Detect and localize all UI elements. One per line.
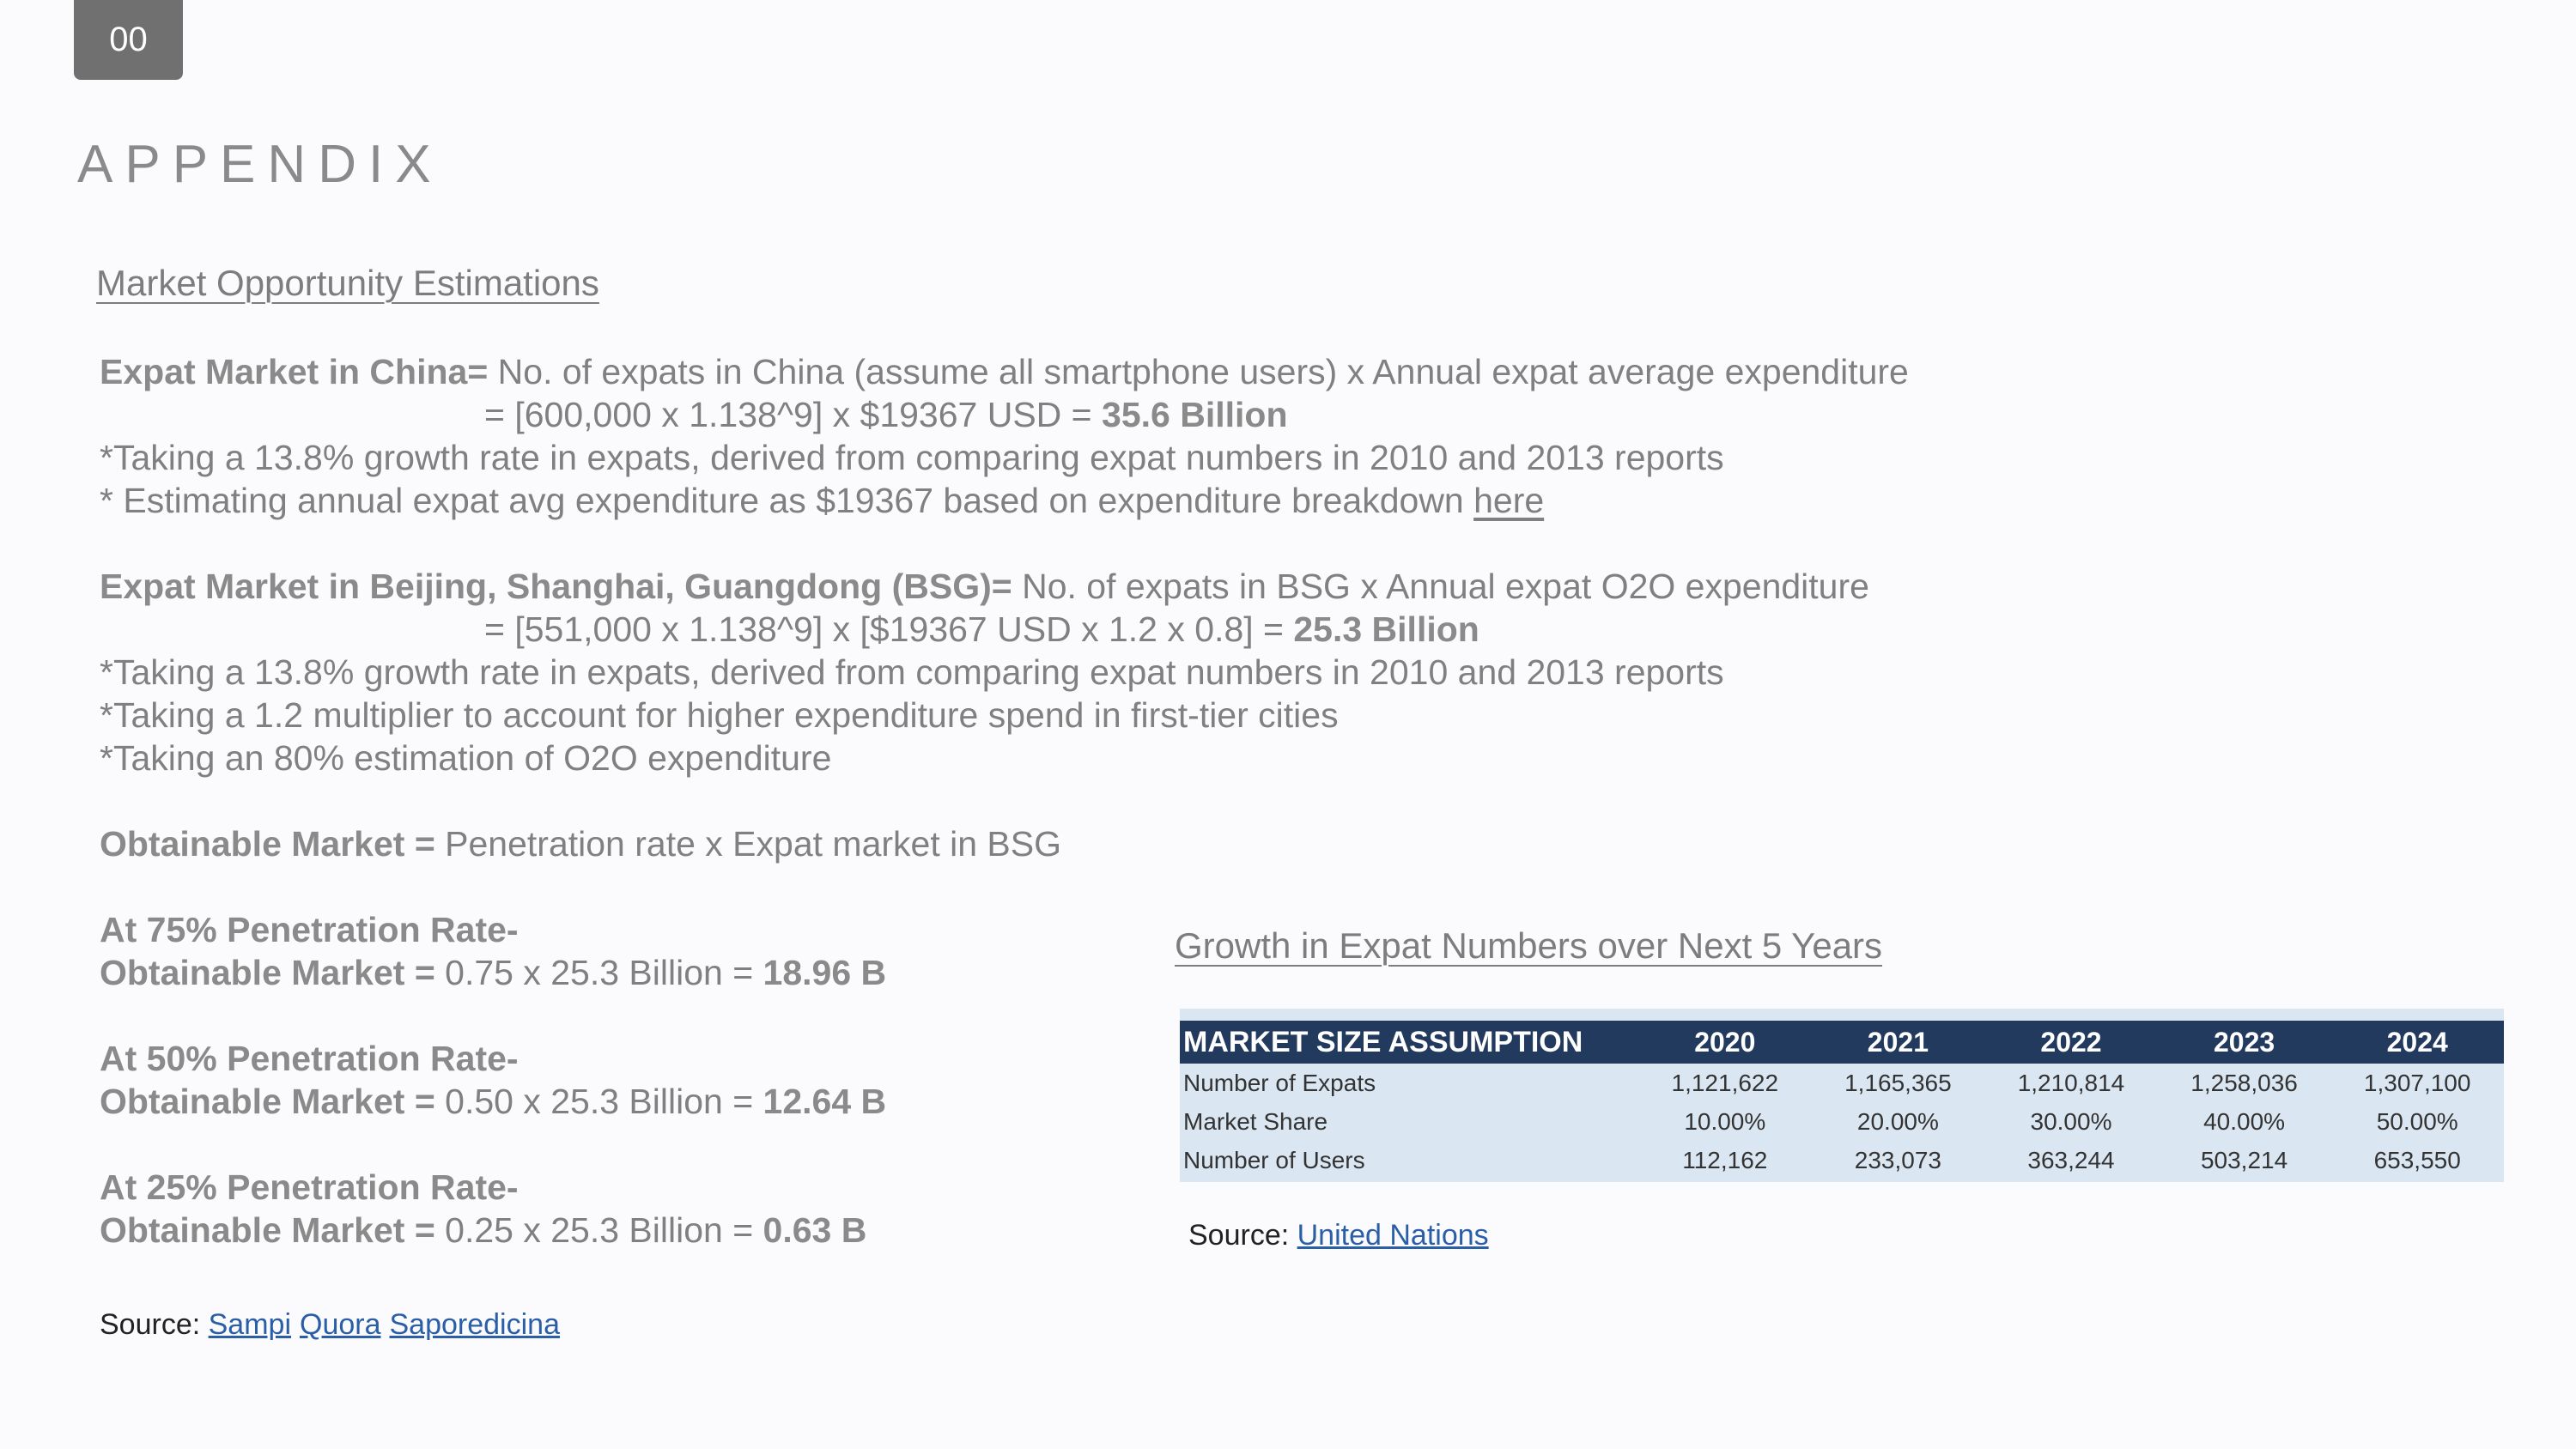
- table-cell: Market Share: [1183, 1107, 1328, 1135]
- table-cell: 233,073: [1854, 1146, 1941, 1173]
- obtainable-formula: Penetration rate x Expat market in BSG: [434, 824, 1061, 864]
- scenario-result: 12.64 B: [762, 1082, 887, 1121]
- growth-heading: Growth in Expat Numbers over Next 5 Year…: [1175, 925, 1883, 966]
- market-source: Source: Sampi Quora Saporedicina: [100, 1308, 568, 1342]
- bsg-result: 25.3 Billion: [1293, 609, 1479, 649]
- scenario-calc: 0.25 x 25.3 Billion =: [434, 1210, 763, 1250]
- scenario-25-rate: At 25% Penetration Rate-: [100, 1167, 519, 1208]
- china-result: 35.6 Billion: [1102, 395, 1288, 434]
- china-calc: = [600,000 x 1.138^9] x $19367 USD =: [484, 395, 1103, 434]
- table-cell: 30.00%: [2030, 1107, 2112, 1135]
- scenario-calc: 0.50 x 25.3 Billion =: [434, 1082, 763, 1121]
- scenario-label: Obtainable Market =: [100, 1210, 435, 1250]
- table-cell: 112,162: [1682, 1146, 1768, 1173]
- scenario-label: Obtainable Market =: [100, 1082, 435, 1121]
- bsg-formula-line: Expat Market in Beijing, Shanghai, Guang…: [100, 567, 1869, 607]
- scenario-calc: 0.75 x 25.3 Billion =: [434, 953, 763, 992]
- source-link-quora[interactable]: Quora: [300, 1308, 381, 1341]
- scenario-rate-label: At 75% Penetration Rate-: [100, 910, 519, 949]
- bsg-calc: = [551,000 x 1.138^9] x [$19367 USD x 1.…: [484, 609, 1294, 649]
- table-header-cell: 2021: [1867, 1026, 1929, 1058]
- scenario-75-calc: Obtainable Market = 0.75 x 25.3 Billion …: [100, 953, 886, 993]
- bsg-calc-line: = [551,000 x 1.138^9] x [$19367 USD x 1.…: [484, 609, 1479, 650]
- table-cell: 1,258,036: [2190, 1069, 2298, 1096]
- source-link-saporedicina[interactable]: Saporedicina: [389, 1308, 560, 1341]
- table-cell: 1,121,622: [1671, 1069, 1779, 1096]
- bsg-label: Expat Market in Beijing, Shanghai, Guang…: [100, 567, 1012, 606]
- scenario-result: 0.63 B: [762, 1210, 867, 1250]
- china-calc-line: = [600,000 x 1.138^9] x $19367 USD = 35.…: [484, 395, 1287, 435]
- scenario-result: 18.96 B: [762, 953, 887, 992]
- table-cell: 503,214: [2200, 1146, 2288, 1173]
- market-size-table: MARKET SIZE ASSUMPTION 2020 2021 2022 20…: [1180, 1009, 2504, 1182]
- scenario-rate-label: At 50% Penetration Rate-: [100, 1039, 519, 1078]
- source-link-united-nations[interactable]: United Nations: [1297, 1219, 1489, 1252]
- growth-source: Source: United Nations: [1188, 1219, 1498, 1252]
- bsg-formula: No. of expats in BSG x Annual expat O2O …: [1012, 567, 1869, 606]
- china-formula: No. of expats in China (assume all smart…: [488, 352, 1909, 391]
- china-note-2: * Estimating annual expat avg expenditur…: [100, 481, 1544, 521]
- scenario-50-rate: At 50% Penetration Rate-: [100, 1039, 519, 1079]
- table-cell: 653,550: [2373, 1146, 2461, 1173]
- china-formula-line: Expat Market in China= No. of expats in …: [100, 352, 1909, 392]
- scenario-25-calc: Obtainable Market = 0.25 x 25.3 Billion …: [100, 1210, 866, 1251]
- obtainable-formula-line: Obtainable Market = Penetration rate x E…: [100, 824, 1061, 864]
- source-label: Source:: [100, 1308, 209, 1341]
- table-cell: Number of Expats: [1183, 1069, 1376, 1096]
- table-header-cell: 2023: [2213, 1026, 2275, 1058]
- table-row: Market Share 10.00% 20.00% 30.00% 40.00%…: [1180, 1102, 2504, 1141]
- table-cell: Number of Users: [1183, 1146, 1365, 1173]
- scenario-rate-label: At 25% Penetration Rate-: [100, 1167, 519, 1207]
- bsg-note-3: *Taking an 80% estimation of O2O expendi…: [100, 738, 832, 778]
- market-opportunity-heading: Market Opportunity Estimations: [96, 263, 599, 303]
- expenditure-breakdown-link[interactable]: here: [1473, 481, 1545, 520]
- page-title: APPENDIX: [77, 135, 443, 194]
- table-cell: 1,210,814: [2017, 1069, 2125, 1096]
- table-cell: 1,307,100: [2363, 1069, 2471, 1096]
- page-number-badge: 00: [74, 0, 183, 80]
- table-header-cell: 2024: [2386, 1026, 2448, 1058]
- china-label: Expat Market in China=: [100, 352, 489, 391]
- table-cell: 50.00%: [2376, 1107, 2458, 1135]
- obtainable-label: Obtainable Market =: [100, 824, 435, 864]
- table-row: Number of Expats 1,121,622 1,165,365 1,2…: [1180, 1064, 2504, 1102]
- table-row: Number of Users 112,162 233,073 363,244 …: [1180, 1141, 2504, 1179]
- china-note-1: *Taking a 13.8% growth rate in expats, d…: [100, 438, 1724, 477]
- table-header-row: MARKET SIZE ASSUMPTION 2020 2021 2022 20…: [1180, 1021, 2504, 1064]
- table-cell: 40.00%: [2203, 1107, 2286, 1135]
- table-header-cell: 2020: [1694, 1026, 1756, 1058]
- table-cell: 20.00%: [1856, 1107, 1939, 1135]
- source-label: Source:: [1188, 1219, 1297, 1252]
- scenario-75-rate: At 75% Penetration Rate-: [100, 910, 519, 950]
- table-cell: 363,244: [2027, 1146, 2115, 1173]
- bsg-note-2: *Taking a 1.2 multiplier to account for …: [100, 695, 1339, 735]
- bsg-note-1: *Taking a 13.8% growth rate in expats, d…: [100, 652, 1724, 692]
- source-link-sampi[interactable]: Sampi: [208, 1308, 291, 1341]
- table-header-cell: 2022: [2040, 1026, 2102, 1058]
- scenario-label: Obtainable Market =: [100, 953, 435, 992]
- table-cell: 10.00%: [1684, 1107, 1766, 1135]
- table-header-cell: MARKET SIZE ASSUMPTION: [1183, 1025, 1583, 1058]
- scenario-50-calc: Obtainable Market = 0.50 x 25.3 Billion …: [100, 1082, 886, 1122]
- china-note-2-text: * Estimating annual expat avg expenditur…: [100, 481, 1474, 520]
- table-cell: 1,165,365: [1844, 1069, 1952, 1096]
